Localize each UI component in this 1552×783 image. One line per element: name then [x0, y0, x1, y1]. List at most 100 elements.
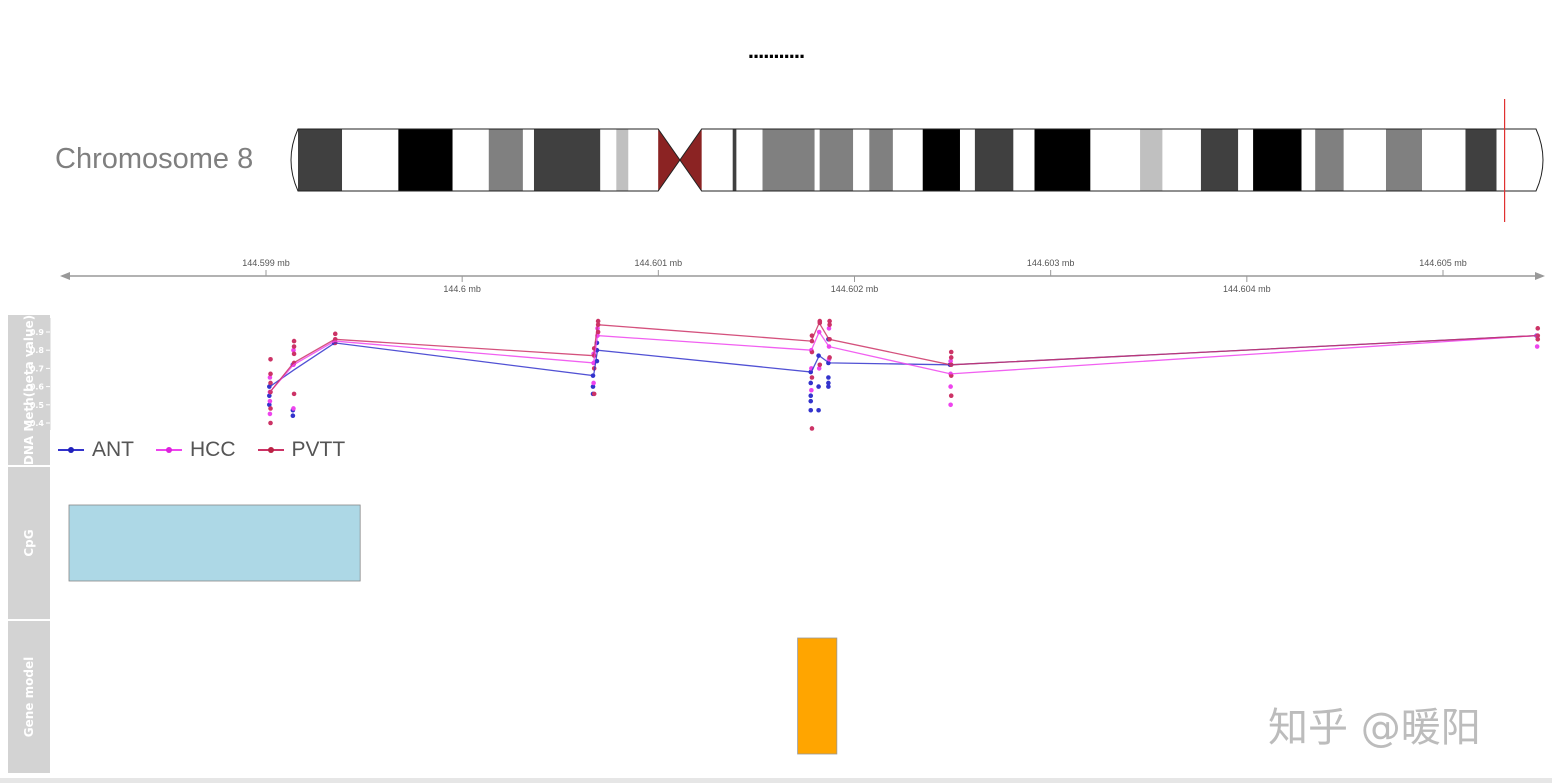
ideogram-band — [1034, 129, 1091, 191]
axis-tick-label: 144.601 mb — [635, 258, 683, 268]
data-point-ant — [808, 398, 814, 404]
axis-tick-label: 144.6 mb — [443, 284, 481, 294]
y-tick-label: 0.9 — [30, 328, 45, 337]
ideogram-band — [762, 129, 815, 191]
data-point-pvtt — [809, 426, 815, 431]
y-tick-label: 0.6 — [30, 383, 45, 392]
axis-tick-label: 144.599 mb — [242, 258, 290, 268]
legend-swatch-ant — [58, 447, 84, 453]
data-point-pvtt — [268, 406, 273, 411]
axis-arrow-right — [1535, 272, 1545, 280]
data-point-pvtt — [817, 318, 823, 324]
axis-arrow-left — [60, 272, 70, 280]
axis-tick-label: 144.602 mb — [831, 284, 879, 294]
ideogram-band — [600, 129, 617, 191]
data-point-ant — [826, 384, 831, 389]
data-point-pvtt — [827, 318, 832, 324]
cpg-island — [68, 504, 361, 582]
ideogram-band — [533, 129, 601, 191]
data-point-pvtt — [268, 357, 273, 362]
y-tick-label: 0.4 — [30, 419, 45, 428]
data-point-hcc — [591, 380, 596, 386]
methylation-track: 0.4 0.5 0.6 0.7 0.8 0.9 — [30, 318, 1541, 431]
bottom-border — [0, 778, 1552, 783]
data-point-hcc — [1534, 344, 1540, 349]
data-point-hcc — [948, 358, 953, 364]
ideogram-band — [1465, 129, 1497, 191]
data-point-pvtt — [827, 322, 832, 328]
legend-label-ant: ANT — [92, 438, 134, 461]
axis-tick-label: 144.604 mb — [1223, 284, 1271, 294]
ideogram-band — [1301, 129, 1316, 191]
ideogram — [290, 99, 1544, 222]
ideogram-band — [488, 129, 523, 191]
data-point-hcc — [291, 347, 296, 353]
data-point-hcc — [826, 326, 832, 331]
gene-model-exon — [797, 637, 838, 755]
ideogram-band — [1090, 129, 1141, 191]
legend-item-ant: ANT — [58, 438, 134, 462]
ideogram-band — [732, 129, 737, 191]
ideogram-band — [1238, 129, 1254, 191]
data-point-pvtt — [595, 318, 601, 324]
ideogram-band — [814, 129, 820, 191]
ideogram-band — [1140, 129, 1163, 191]
genome-axis: 144.599 mb 144.601 mb 144.603 mb 144.605 mb… — [60, 258, 1545, 294]
data-point-ant — [267, 402, 272, 408]
data-point-pvtt — [817, 362, 823, 368]
ideogram-band — [1343, 129, 1386, 191]
ideogram-band — [1013, 129, 1035, 191]
data-point-pvtt — [1535, 336, 1541, 342]
data-point-pvtt — [809, 349, 815, 355]
legend-label-pvtt: PVTT — [291, 438, 346, 461]
ideogram-band — [892, 129, 923, 191]
data-point-hcc — [267, 398, 273, 404]
watermark: 知乎 @暖阳 — [1268, 705, 1481, 751]
data-point-pvtt — [1535, 333, 1541, 338]
data-point-ant — [816, 384, 821, 389]
data-point-ant — [267, 393, 272, 399]
legend: ANT HCC PVTT — [58, 438, 345, 462]
data-point-pvtt — [591, 391, 597, 397]
ideogram-band — [701, 129, 733, 191]
data-point-pvtt — [268, 420, 273, 426]
centromere-left — [658, 129, 680, 191]
data-point-ant — [808, 393, 814, 399]
data-point-ant — [826, 380, 831, 386]
y-tick-label: 0.5 — [30, 401, 45, 410]
y-tick-label: 0.8 — [30, 346, 45, 355]
data-point-pvtt — [268, 371, 273, 377]
data-point-hcc — [291, 406, 296, 411]
ideogram-band — [1385, 129, 1423, 191]
data-point-hcc — [948, 384, 953, 389]
ideogram-band — [398, 129, 453, 191]
ideogram-band — [522, 129, 534, 191]
legend-swatch-pvtt — [257, 447, 284, 453]
ideogram-band — [922, 129, 960, 191]
data-point-ant — [290, 413, 296, 419]
gene-model-track-label: Gene model — [8, 621, 50, 773]
data-point-pvtt — [948, 349, 954, 355]
methylation-track-label: DNA Meth(beta value) — [8, 315, 50, 465]
data-point-ant — [826, 375, 831, 380]
ideogram-band — [736, 129, 763, 191]
data-point-hcc — [267, 411, 273, 417]
data-point-hcc — [816, 366, 822, 371]
centromere-right — [679, 129, 702, 191]
ideogram-band — [1315, 129, 1344, 191]
ideogram-band — [1200, 129, 1239, 191]
ideogram-outline — [290, 128, 1544, 192]
ideogram-band — [298, 129, 343, 191]
data-point-ant — [816, 407, 821, 413]
data-point-pvtt — [291, 344, 297, 349]
series-line-hcc — [269, 330, 1538, 393]
ideogram-band — [853, 129, 870, 191]
legend-swatch-hcc — [156, 447, 182, 453]
axis-tick-label: 144.605 mb — [1419, 258, 1467, 268]
data-point-pvtt — [948, 355, 954, 360]
legend-item-hcc: HCC — [156, 438, 236, 462]
data-point-pvtt — [948, 373, 954, 378]
data-point-pvtt — [291, 351, 297, 357]
